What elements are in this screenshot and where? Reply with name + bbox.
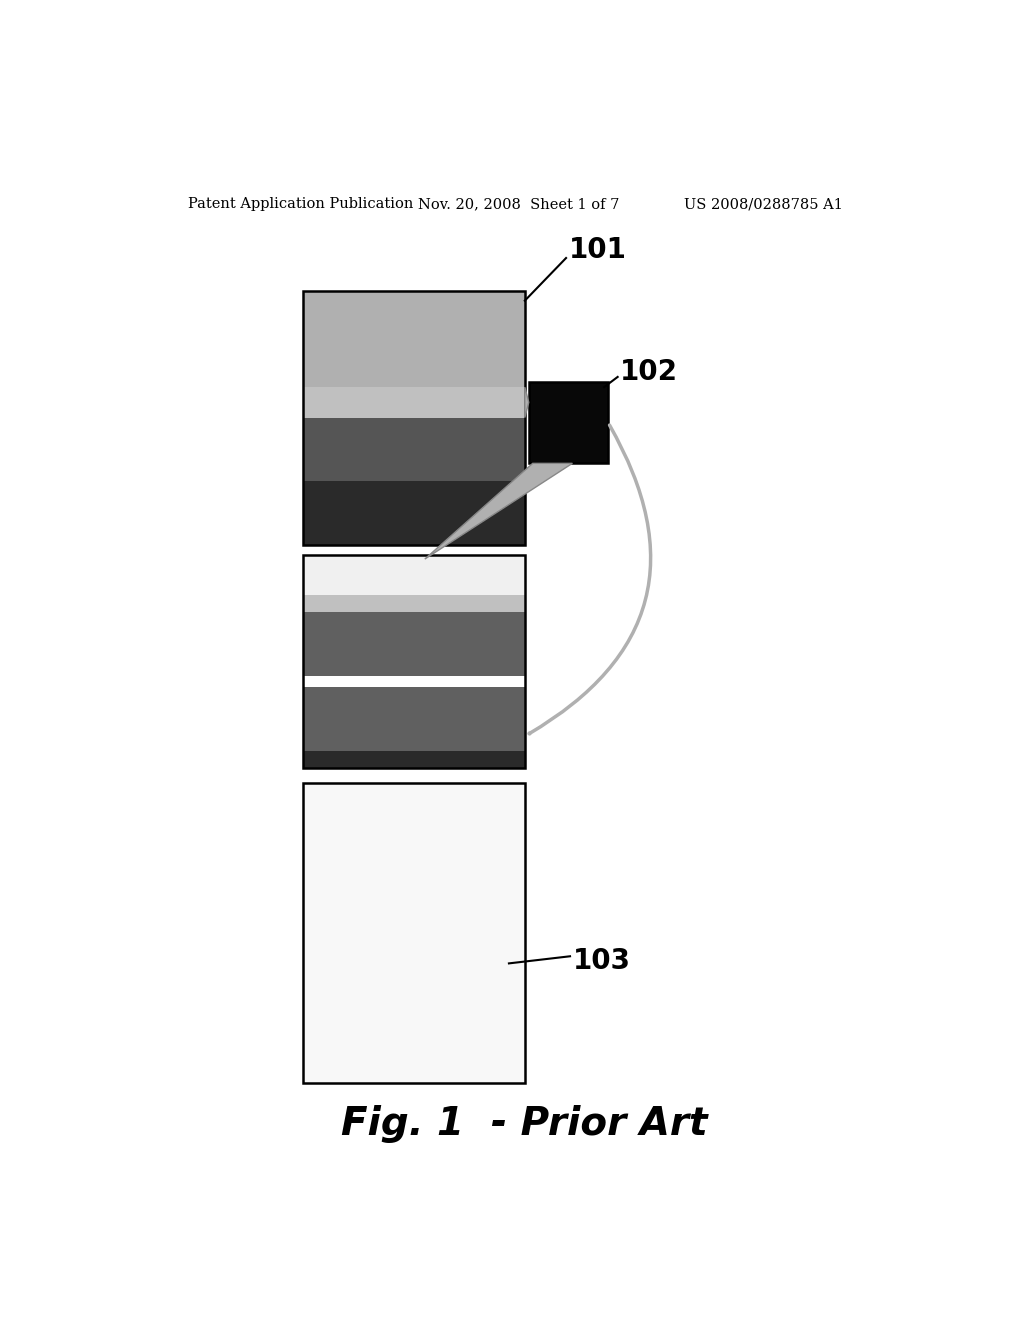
- Text: US 2008/0288785 A1: US 2008/0288785 A1: [684, 197, 843, 211]
- Bar: [303, 290, 524, 387]
- Text: 101: 101: [568, 236, 627, 264]
- Bar: [528, 381, 608, 463]
- Bar: [303, 751, 524, 768]
- FancyArrowPatch shape: [529, 425, 650, 734]
- Bar: [303, 784, 524, 1084]
- Bar: [303, 676, 524, 688]
- Text: 103: 103: [572, 948, 631, 975]
- Polygon shape: [524, 387, 528, 417]
- Text: Fig. 1  - Prior Art: Fig. 1 - Prior Art: [341, 1105, 709, 1143]
- Bar: [303, 417, 524, 480]
- Bar: [303, 554, 524, 595]
- Bar: [303, 612, 524, 676]
- Text: Patent Application Publication: Patent Application Publication: [187, 197, 413, 211]
- Bar: [303, 688, 524, 751]
- Bar: [303, 290, 524, 545]
- Bar: [303, 784, 524, 1084]
- Text: Nov. 20, 2008  Sheet 1 of 7: Nov. 20, 2008 Sheet 1 of 7: [418, 197, 620, 211]
- Polygon shape: [425, 463, 572, 560]
- Bar: [303, 595, 524, 612]
- Bar: [303, 387, 524, 417]
- Bar: [303, 554, 524, 768]
- Text: 102: 102: [620, 358, 678, 385]
- Bar: [303, 480, 524, 545]
